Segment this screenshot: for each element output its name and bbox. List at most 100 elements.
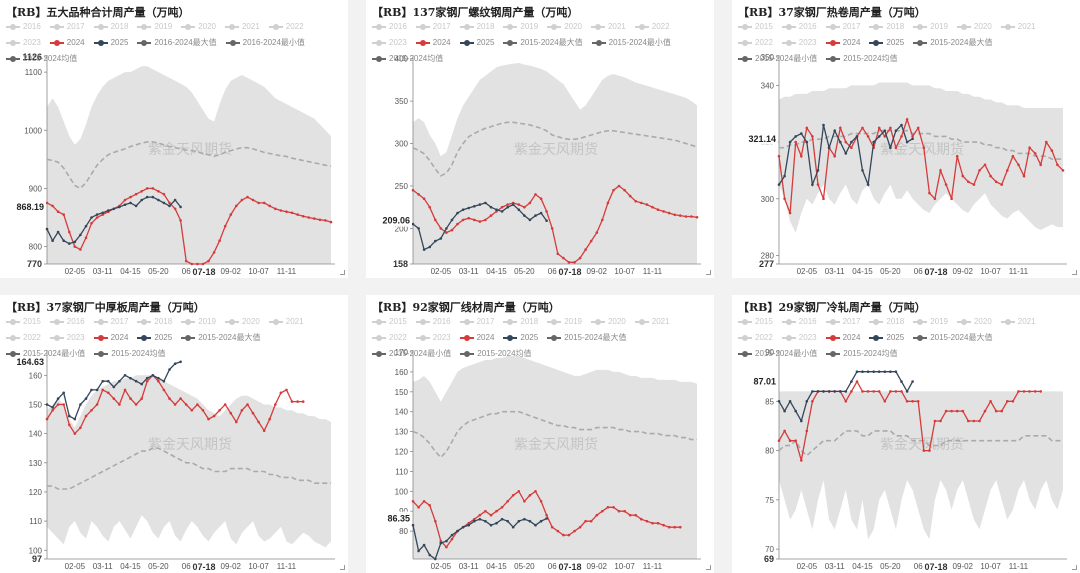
legend-item[interactable]: 2017 (415, 20, 451, 34)
legend-item[interactable]: 2015-2024最小值 (738, 347, 817, 361)
legend-item[interactable]: 2022 (6, 331, 41, 345)
x-tick-label: 09-02 (953, 267, 974, 276)
legend-item[interactable]: 2024 (825, 36, 860, 50)
series-2025-point (489, 205, 493, 209)
legend-item[interactable]: 2022 (372, 331, 407, 345)
legend-item[interactable]: 2019 (137, 20, 172, 34)
legend-item[interactable]: 2015 (372, 315, 407, 329)
legend-item[interactable]: 2018 (137, 315, 172, 329)
legend-item[interactable]: 2024 (415, 36, 451, 50)
legend-item[interactable]: 2017 (93, 315, 128, 329)
legend-item[interactable]: 2015-2024均值 (372, 52, 443, 66)
legend-item[interactable]: 2023 (6, 36, 41, 50)
legend-item[interactable]: 2025 (137, 331, 172, 345)
legend-item[interactable]: 2021 (634, 315, 670, 329)
legend-item[interactable]: 2016 (415, 315, 451, 329)
legend-item[interactable]: 2024 (459, 331, 494, 345)
series-2024-point (800, 459, 803, 462)
legend-item[interactable]: 2025 (93, 36, 128, 50)
legend-item[interactable]: 2017 (825, 20, 860, 34)
legend-item[interactable]: 2015 (6, 315, 41, 329)
range-band (779, 82, 1063, 233)
y-tick-label: 280 (761, 251, 775, 260)
resize-handle[interactable] (1072, 565, 1077, 570)
legend-item[interactable]: 2019 (547, 315, 582, 329)
legend-item[interactable]: 2017 (49, 20, 85, 34)
legend-item[interactable]: 2016-2024最小值 (225, 36, 305, 50)
series-2024-point (606, 506, 610, 509)
legend-item[interactable]: 2016 (781, 315, 817, 329)
resize-handle[interactable] (706, 270, 711, 275)
legend-item[interactable]: 2015 (738, 315, 773, 329)
legend-item[interactable]: 2018 (503, 315, 538, 329)
legend-item[interactable]: 2015-2024最大值 (913, 36, 992, 50)
legend-item[interactable]: 2023 (415, 331, 451, 345)
legend-item[interactable]: 2019 (913, 20, 948, 34)
legend-item[interactable]: 2016 (49, 315, 85, 329)
legend-item[interactable]: 2018 (459, 20, 494, 34)
legend-item[interactable]: 2015 (738, 20, 773, 34)
series-2024-point (1056, 163, 1059, 167)
resize-handle[interactable] (340, 270, 345, 275)
legend-item[interactable]: 2022 (634, 20, 670, 34)
legend-item[interactable]: 2025 (503, 331, 538, 345)
legend-item[interactable]: 2020 (956, 20, 992, 34)
legend-item[interactable]: 2015-2024最小值 (738, 52, 817, 66)
legend-item[interactable]: 2015-2024均值 (94, 347, 166, 361)
legend-item[interactable]: 2019 (913, 315, 948, 329)
legend-item[interactable]: 2020 (590, 315, 626, 329)
legend-item[interactable]: 2017 (459, 315, 494, 329)
legend-item[interactable]: 2018 (869, 20, 904, 34)
legend-item[interactable]: 2024 (825, 331, 860, 345)
legend-item[interactable]: 2023 (781, 36, 817, 50)
resize-handle[interactable] (706, 565, 711, 570)
legend-item[interactable]: 2023 (372, 36, 407, 50)
legend-item[interactable]: 2024 (49, 36, 85, 50)
legend-item[interactable]: 2024 (93, 331, 128, 345)
legend-item[interactable]: 2021 (1000, 315, 1036, 329)
legend-item[interactable]: 2023 (49, 331, 85, 345)
series-2024-point (45, 417, 49, 421)
legend-item[interactable]: 2016-2024均值 (6, 52, 77, 66)
legend-item[interactable]: 2015-2024均值 (826, 52, 898, 66)
legend-item[interactable]: 2021 (590, 20, 626, 34)
legend-item[interactable]: 2016-2024最大值 (137, 36, 217, 50)
resize-handle[interactable] (1072, 270, 1077, 275)
legend-item[interactable]: 2021 (224, 20, 260, 34)
legend-item[interactable]: 2016 (6, 20, 41, 34)
series-2024-point (662, 523, 665, 527)
legend-item[interactable]: 2023 (781, 331, 817, 345)
legend-item[interactable]: 2015-2024最大值 (181, 331, 260, 345)
series-2024-point (777, 439, 781, 442)
legend-item[interactable]: 2020 (547, 20, 582, 34)
legend-item[interactable]: 2020 (224, 315, 260, 329)
legend-item[interactable]: 2016 (781, 20, 817, 34)
legend-item[interactable]: 2022 (738, 331, 773, 345)
legend-item[interactable]: 2019 (503, 20, 538, 34)
legend-item[interactable]: 2025 (869, 331, 904, 345)
legend-item[interactable]: 2015-2024均值 (460, 347, 532, 361)
resize-handle[interactable] (340, 565, 345, 570)
legend-item[interactable]: 2015-2024最大值 (913, 331, 992, 345)
legend-item[interactable]: 2020 (181, 20, 216, 34)
legend-item[interactable]: 2025 (459, 36, 494, 50)
legend-item[interactable]: 2018 (93, 20, 128, 34)
series-2024-point (168, 201, 171, 205)
legend-item[interactable]: 2018 (869, 315, 904, 329)
legend-item[interactable]: 2025 (869, 36, 904, 50)
legend-item[interactable]: 2015-2024最大值 (503, 36, 583, 50)
legend-item[interactable]: 2022 (268, 20, 304, 34)
legend-item[interactable]: 2015-2024最小值 (372, 347, 451, 361)
legend-item[interactable]: 2015-2024最小值 (591, 36, 671, 50)
legend-item[interactable]: 2021 (1000, 20, 1036, 34)
legend-item[interactable]: 2021 (268, 315, 304, 329)
legend-item[interactable]: 2022 (738, 36, 773, 50)
legend-item[interactable]: 2019 (181, 315, 216, 329)
legend-item[interactable]: 2017 (825, 315, 860, 329)
legend-item[interactable]: 2016 (372, 20, 407, 34)
series-2024-point (656, 521, 660, 525)
legend-item[interactable]: 2015-2024最大值 (547, 331, 626, 345)
legend-item[interactable]: 2015-2024均值 (826, 347, 898, 361)
legend-item[interactable]: 2015-2024最小值 (6, 347, 85, 361)
legend-item[interactable]: 2020 (956, 315, 992, 329)
